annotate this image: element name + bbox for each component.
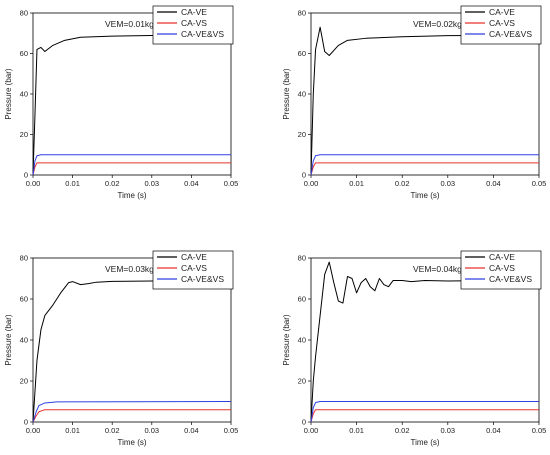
chart-panel-4: 0.00 0.01 0.02 0.03 0.04 0.05 0 20 40 60 80 Time (s…: [282, 250, 547, 447]
y-tick-label: 20: [20, 377, 28, 386]
legend-entry: CA-VE: [181, 7, 207, 17]
series-line-ca-ve: [310, 261, 539, 423]
legend-entry: CA-VE&VS: [181, 274, 224, 284]
x-axis-label: Time (s): [117, 191, 146, 200]
x-tick-label: 0.01: [349, 426, 364, 435]
series-line-ca-ve: [32, 34, 232, 176]
legend-entry: CA-VE: [489, 7, 515, 17]
series-line-ca-ve: [310, 26, 540, 176]
chart-panel-2: 0.00 0.01 0.02 0.03 0.04 0.05 0 20 40 60 80 Time (s…: [282, 5, 547, 200]
chart-panel-3: 0.00 0.01 0.02 0.03 0.04 0.05 0 20 40 60 80 Time (s…: [4, 250, 239, 447]
x-tick-label: 0.02: [395, 426, 410, 435]
y-tick-label: 20: [298, 377, 306, 386]
x-tick-label: 0.04: [184, 179, 199, 188]
series-line-ca-ve: [32, 280, 232, 423]
x-tick-label: 0.03: [440, 179, 455, 188]
series-line-ca-ve-vs: [310, 401, 539, 423]
x-tick-label: 0.02: [105, 426, 120, 435]
x-tick-label: 0.05: [532, 426, 547, 435]
x-tick-label: 0.02: [105, 179, 120, 188]
x-tick-label: 0.00: [304, 179, 319, 188]
legend-entry: CA-VS: [489, 18, 515, 28]
x-tick-label: 0.04: [486, 179, 501, 188]
y-tick-label: 40: [298, 90, 306, 99]
y-tick-label: 40: [20, 90, 28, 99]
y-tick-label: 60: [20, 49, 28, 58]
x-tick-label: 0.03: [440, 426, 455, 435]
legend-entry: CA-VS: [181, 18, 207, 28]
y-tick-label: 80: [298, 9, 306, 18]
series-line-ca-vs: [310, 409, 539, 423]
y-tick-label: 20: [298, 130, 306, 139]
y-tick-label: 20: [20, 130, 28, 139]
x-tick-label: 0.05: [224, 426, 239, 435]
x-tick-label: 0.04: [184, 426, 199, 435]
y-axis-label: Pressure (bar): [4, 68, 13, 119]
legend-entry: CA-VE&VS: [489, 274, 532, 284]
x-tick-label: 0.01: [65, 179, 80, 188]
x-tick-label: 0.02: [395, 179, 410, 188]
panel-annotation: VEM=0.02kg: [413, 19, 462, 29]
y-axis-label: Pressure (bar): [282, 314, 291, 365]
x-tick-label: 0.03: [144, 426, 159, 435]
y-tick-label: 80: [298, 254, 306, 263]
series-line-ca-ve-vs: [32, 401, 232, 423]
legend-entry: CA-VE&VS: [489, 29, 532, 39]
panel-annotation: VEM=0.04kg: [413, 264, 462, 274]
y-tick-label: 0: [302, 171, 306, 180]
series-line-ca-ve-vs: [310, 154, 539, 176]
legend-entry: CA-VE&VS: [181, 29, 224, 39]
legend-entry: CA-VS: [489, 263, 515, 273]
chart-panel-1: 0.00 0.01 0.02 0.03 0.04 0.05 0 20 40 60 80 Time (s…: [4, 5, 239, 200]
y-tick-label: 0: [24, 418, 28, 427]
y-tick-label: 80: [20, 254, 28, 263]
x-tick-label: 0.00: [304, 426, 319, 435]
y-tick-label: 60: [298, 295, 306, 304]
panel-annotation: VEM=0.01kg: [105, 19, 154, 29]
x-axis-label: Time (s): [117, 438, 146, 447]
y-axis-label: Pressure (bar): [282, 68, 291, 119]
series-line-ca-vs: [32, 409, 231, 423]
x-axis-label: Time (s): [410, 191, 439, 200]
y-tick-label: 0: [24, 171, 28, 180]
y-tick-label: 80: [20, 9, 28, 18]
x-tick-label: 0.00: [26, 179, 41, 188]
x-tick-label: 0.04: [486, 426, 501, 435]
series-line-ca-vs: [310, 162, 539, 176]
y-tick-label: 40: [20, 336, 28, 345]
x-tick-label: 0.03: [144, 179, 159, 188]
y-tick-label: 0: [302, 418, 306, 427]
series-line-ca-ve-vs: [32, 154, 231, 176]
legend-entry: CA-VE: [181, 252, 207, 262]
x-tick-label: 0.05: [224, 179, 239, 188]
series-line-ca-vs: [32, 162, 231, 176]
x-tick-label: 0.01: [349, 179, 364, 188]
y-tick-label: 60: [20, 295, 28, 304]
legend-entry: CA-VS: [181, 263, 207, 273]
x-tick-label: 0.01: [65, 426, 80, 435]
x-axis-label: Time (s): [410, 438, 439, 447]
legend-entry: CA-VE: [489, 252, 515, 262]
panel-annotation: VEM=0.03kg: [105, 264, 154, 274]
y-tick-label: 40: [298, 336, 306, 345]
x-tick-label: 0.05: [532, 179, 547, 188]
y-tick-label: 60: [298, 49, 306, 58]
x-tick-label: 0.00: [26, 426, 41, 435]
y-axis-label: Pressure (bar): [4, 314, 13, 365]
